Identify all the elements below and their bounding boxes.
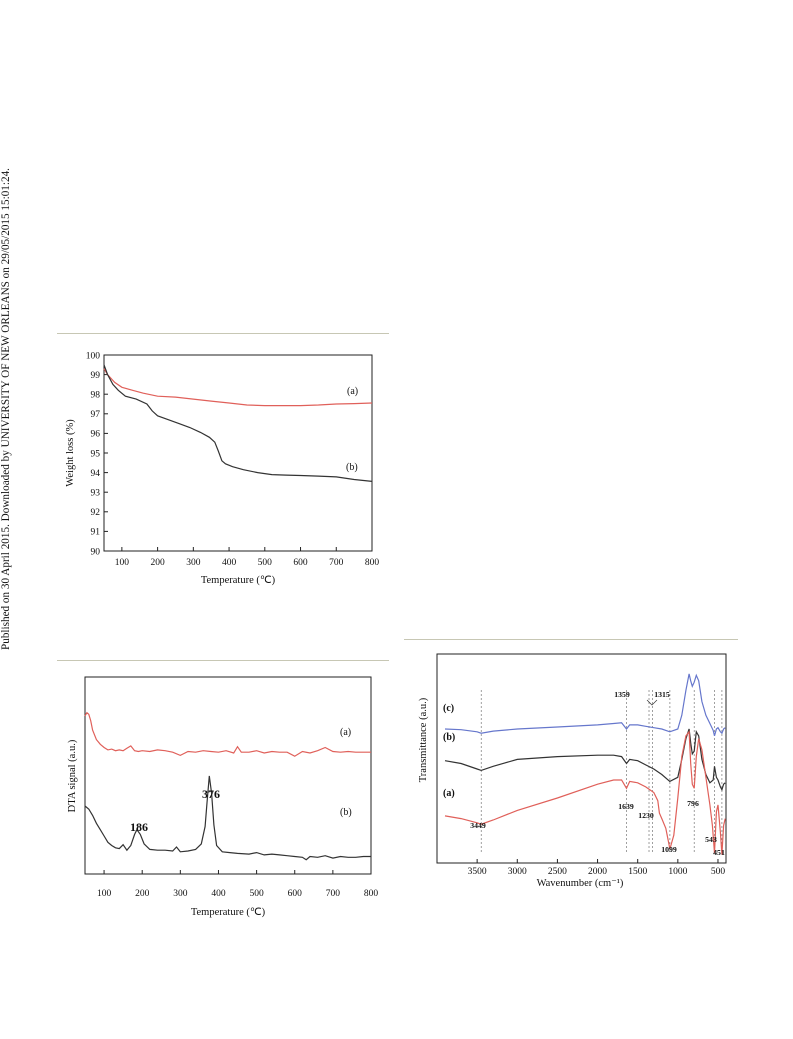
tga-series-b-label: (b): [346, 462, 358, 473]
dta-x-tick-label: 600: [288, 889, 303, 899]
ftir-x-tick-label: 2000: [588, 867, 607, 877]
ftir-peak-label-1359: 1359: [614, 690, 630, 699]
dta-x-tick-label: 400: [211, 889, 226, 899]
tga-x-tick-label: 700: [329, 558, 344, 568]
ftir-series-line-a: [444, 730, 726, 855]
separator-top-left: [57, 333, 389, 334]
ftir-peak-label-3449: 3449: [470, 821, 486, 830]
tga-y-tick-label: 93: [91, 489, 101, 499]
tga-series-line-a: [103, 368, 373, 407]
tga-series-line-b: [103, 364, 373, 482]
dta-x-label: Temperature (℃): [191, 907, 266, 918]
ftir-peak-label-1639: 1639: [618, 802, 634, 811]
tga-x-tick-label: 600: [293, 558, 308, 568]
dta-x-tick-label: 500: [249, 889, 264, 899]
tga-x-tick-label: 100: [115, 558, 130, 568]
ftir-peak-label-1315: 1315: [654, 690, 670, 699]
ftir-bracket-1359: [646, 699, 658, 706]
ftir-series-b-label: (b): [443, 732, 455, 743]
ftir-x-tick-label: 2500: [548, 867, 567, 877]
dta-series-a-label: (a): [340, 727, 351, 738]
ftir-plot-frame: [436, 653, 727, 864]
tga-y-tick-label: 92: [91, 508, 101, 518]
dta-peak-186: 186: [130, 820, 148, 834]
tga-y-label: Weight loss (%): [65, 419, 76, 487]
dta-x-tick-label: 800: [364, 889, 379, 899]
dta-x-tick-label: 700: [326, 889, 341, 899]
separator-mid-left: [57, 660, 389, 661]
ftir-peak-label-1099: 1099: [661, 845, 677, 854]
tga-y-tick-label: 95: [91, 449, 101, 459]
ftir-series-line-b: [444, 728, 726, 792]
ftir-x-tick-label: 3000: [508, 867, 527, 877]
dta-peak-376: 376: [202, 787, 220, 801]
dta-series-b-label: (b): [340, 807, 352, 818]
tga-y-tick-label: 91: [91, 528, 101, 538]
separator-right: [404, 639, 738, 640]
dta-series-line-a: [84, 711, 371, 757]
ftir-x-tick-label: 1500: [628, 867, 647, 877]
tga-y-tick-label: 94: [91, 469, 101, 479]
ftir-peak-label-1230: 1230: [638, 811, 654, 820]
ftir-x-tick-label: 1000: [668, 867, 687, 877]
ftir-x-label: Wavenumber (cm⁻¹): [537, 878, 624, 889]
dta-x-tick-label: 100: [97, 889, 112, 899]
ftir-series-line-c: [444, 673, 726, 737]
dta-series-line-b: [84, 775, 371, 861]
ftir-series-c-label: (c): [443, 703, 454, 714]
tga-series-a-label: (a): [347, 386, 358, 397]
ftir-peak-label-543: 543: [705, 835, 717, 844]
tga-x-tick-label: 300: [186, 558, 201, 568]
tga-x-tick-label: 800: [365, 558, 380, 568]
tga-y-tick-label: 100: [86, 351, 101, 361]
tga-x-tick-label: 400: [222, 558, 237, 568]
tga-x-tick-label: 200: [150, 558, 165, 568]
ftir-x-tick-label: 500: [711, 867, 726, 877]
tga-y-tick-label: 96: [91, 430, 101, 440]
tga-y-tick-label: 98: [91, 391, 101, 401]
dta-x-tick-label: 200: [135, 889, 150, 899]
tga-x-label: Temperature (℃): [201, 575, 276, 586]
ftir-series-a-label: (a): [443, 788, 455, 799]
tga-y-tick-label: 99: [91, 371, 101, 381]
ftir-x-tick-label: 3500: [468, 867, 487, 877]
tga-y-tick-label: 90: [91, 547, 101, 557]
ftir-peak-label-796: 796: [687, 799, 699, 808]
dta-plot-frame: [84, 676, 372, 875]
dta-x-tick-label: 300: [173, 889, 188, 899]
dta-y-label: DTA signal (a.u.): [67, 739, 78, 812]
tga-y-tick-label: 97: [91, 410, 101, 420]
tga-x-tick-label: 500: [258, 558, 273, 568]
ftir-y-label: Transmittance (a.u.): [418, 697, 429, 782]
ftir-peak-label-451: 451: [713, 848, 725, 857]
